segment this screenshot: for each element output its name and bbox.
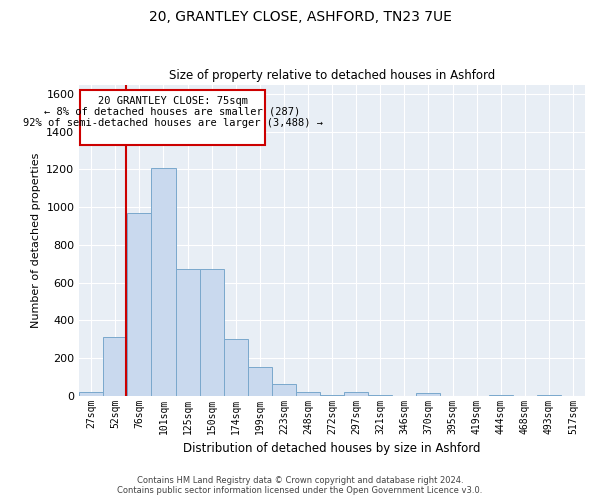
Bar: [368, 394, 392, 396]
Bar: [537, 394, 561, 396]
Text: Contains HM Land Registry data © Crown copyright and database right 2024.
Contai: Contains HM Land Registry data © Crown c…: [118, 476, 482, 495]
Text: ← 8% of detached houses are smaller (287): ← 8% of detached houses are smaller (287…: [44, 107, 301, 117]
Bar: [488, 394, 513, 396]
Bar: [296, 392, 320, 396]
FancyBboxPatch shape: [80, 90, 265, 145]
Text: 20 GRANTLEY CLOSE: 75sqm: 20 GRANTLEY CLOSE: 75sqm: [98, 96, 248, 106]
Bar: [224, 339, 248, 396]
Bar: [344, 392, 368, 396]
Bar: [79, 392, 103, 396]
Y-axis label: Number of detached properties: Number of detached properties: [31, 152, 41, 328]
Bar: [176, 270, 200, 396]
Title: Size of property relative to detached houses in Ashford: Size of property relative to detached ho…: [169, 69, 495, 82]
Bar: [320, 394, 344, 396]
Bar: [103, 337, 127, 396]
Bar: [272, 384, 296, 396]
X-axis label: Distribution of detached houses by size in Ashford: Distribution of detached houses by size …: [184, 442, 481, 455]
Bar: [127, 213, 151, 396]
Bar: [151, 168, 176, 396]
Text: 92% of semi-detached houses are larger (3,488) →: 92% of semi-detached houses are larger (…: [23, 118, 323, 128]
Bar: [248, 368, 272, 396]
Text: 20, GRANTLEY CLOSE, ASHFORD, TN23 7UE: 20, GRANTLEY CLOSE, ASHFORD, TN23 7UE: [149, 10, 451, 24]
Bar: [416, 393, 440, 396]
Bar: [200, 270, 224, 396]
